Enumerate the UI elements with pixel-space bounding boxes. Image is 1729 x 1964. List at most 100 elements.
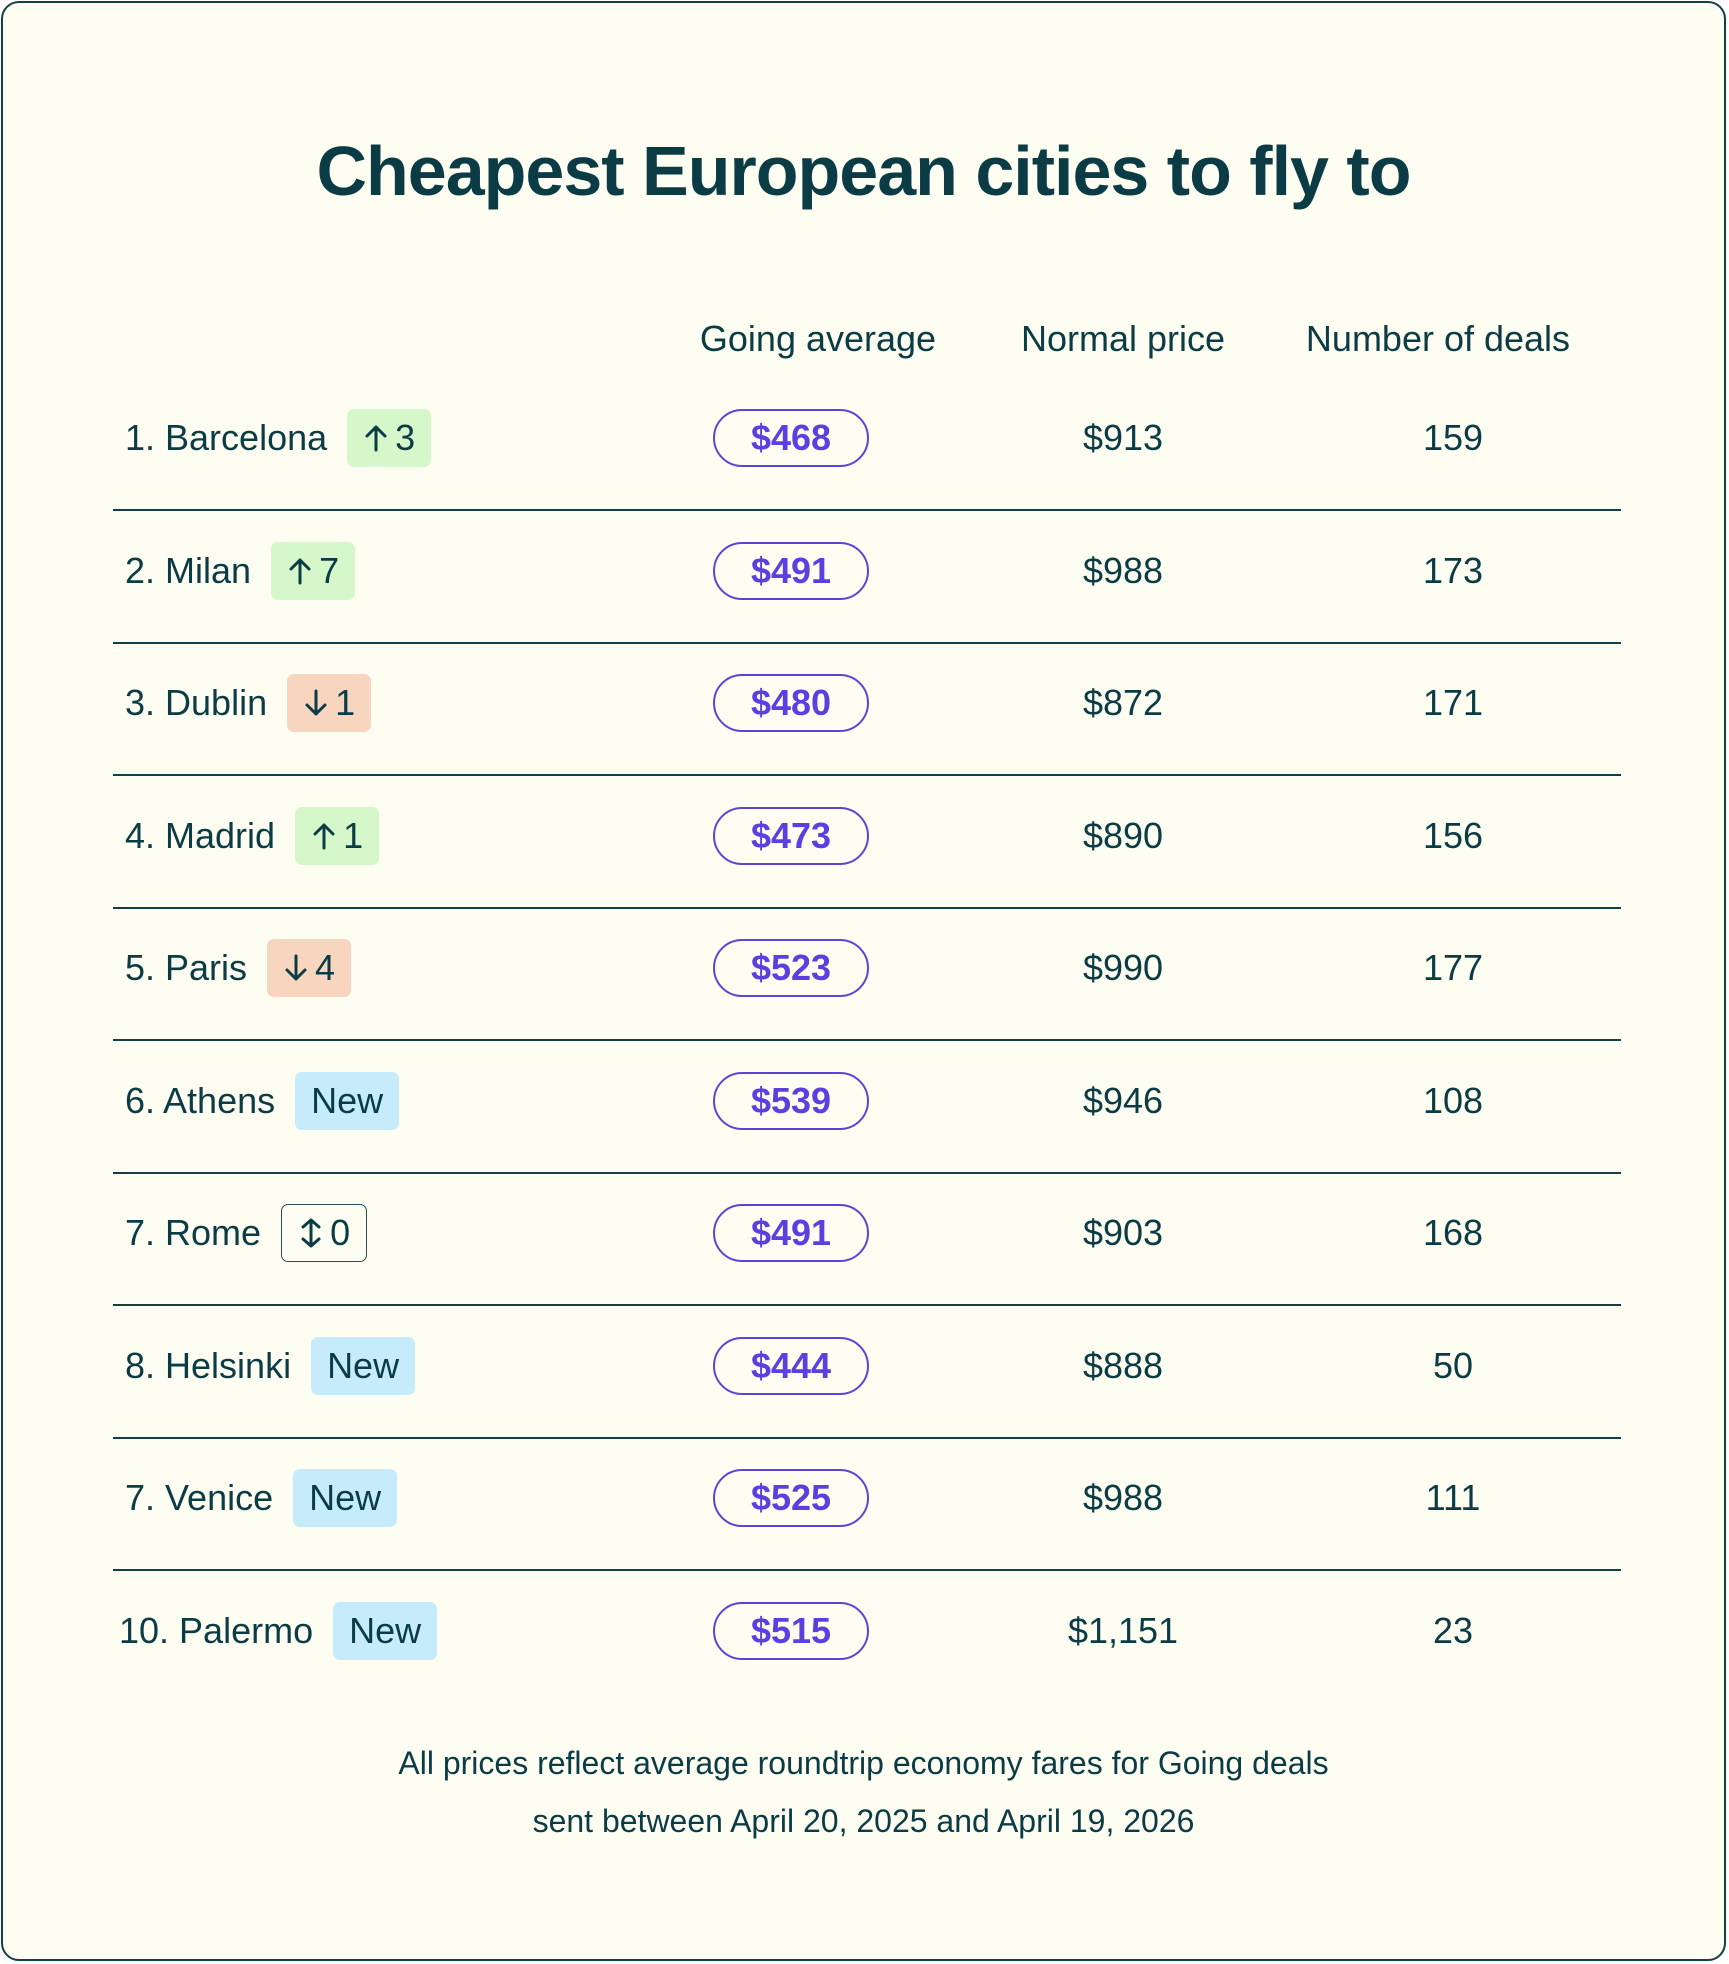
city-cell: 8. Helsinki New	[125, 1336, 416, 1395]
table-row: 2. Milan 7 $491 $988 173	[113, 512, 1621, 644]
number-of-deals: 159	[1422, 417, 1484, 458]
column-header-going-average: Going average	[699, 318, 937, 359]
number-of-deals: 171	[1422, 682, 1484, 723]
city-label: 3. Dublin	[125, 682, 268, 723]
city-cell: 5. Paris 4	[125, 939, 352, 997]
number-of-deals: 50	[1432, 1344, 1474, 1386]
number-of-deals: 156	[1422, 814, 1484, 856]
column-header-normal-price: Normal price	[1020, 318, 1226, 359]
row-divider	[113, 774, 1621, 776]
city-cell: 4. Madrid 1	[125, 806, 380, 865]
footnote-line-2: sent between April 20, 2025 and April 19…	[532, 1803, 1195, 1839]
row-divider	[113, 509, 1621, 511]
row-divider	[113, 1171, 1621, 1174]
normal-price: $890	[1082, 814, 1164, 856]
arrow-up-icon	[289, 558, 311, 584]
table-row: 3. Dublin 1 $480 $872 171	[113, 644, 1621, 776]
arrow-up-down-icon	[301, 1218, 321, 1248]
going-average-price: $539	[713, 1071, 869, 1130]
city-label: 10. Palermo	[119, 1609, 314, 1651]
city-cell: 7. Rome 0	[125, 1204, 368, 1262]
going-average-price: $480	[713, 674, 869, 732]
table-row: 7. Venice New $525 $988 111	[113, 1439, 1621, 1571]
normal-price: $946	[1082, 1079, 1164, 1121]
rank-change-value: 7	[319, 549, 340, 591]
rank-change-badge: New	[295, 1071, 400, 1130]
row-divider	[113, 1039, 1621, 1041]
row-divider	[113, 1436, 1621, 1439]
city-cell: 3. Dublin 1	[125, 674, 372, 732]
rank-change-badge: 1	[287, 674, 372, 732]
rank-change-value: 4	[315, 947, 336, 988]
table-row: 4. Madrid 1 $473 $890 156	[113, 777, 1621, 909]
normal-price: $988	[1082, 549, 1164, 591]
city-label: 7. Venice	[125, 1477, 274, 1518]
row-divider	[113, 641, 1621, 644]
rank-change-value: 3	[395, 417, 416, 458]
going-average-price: $525	[713, 1469, 869, 1527]
table-row: 1. Barcelona 3 $468 $913 159	[113, 379, 1621, 511]
rank-change-badge: 4	[267, 939, 352, 997]
arrow-up-icon	[365, 425, 387, 452]
number-of-deals: 177	[1422, 947, 1484, 988]
rank-change-badge: New	[333, 1601, 438, 1660]
row-divider	[113, 1569, 1621, 1571]
table-row: 10. Palermo New $515 $1,151 23	[113, 1572, 1621, 1704]
footnote-line-1: All prices reflect average roundtrip eco…	[398, 1745, 1329, 1781]
rank-change-badge: New	[293, 1469, 398, 1527]
rank-change-badge: 3	[347, 409, 432, 467]
rank-change-badge: 7	[271, 541, 356, 600]
table-row: 7. Rome 0 $491 $903 168	[113, 1174, 1621, 1306]
city-cell: 1. Barcelona 3	[125, 409, 432, 467]
normal-price: $988	[1082, 1477, 1164, 1518]
table-body: 1. Barcelona 3 $468 $913 159 2. Milan 7 $491 $98…	[3, 3, 1724, 1959]
rank-change-badge: 1	[295, 806, 380, 865]
city-label: 6. Athens	[125, 1079, 276, 1121]
city-label: 2. Milan	[125, 549, 252, 591]
row-divider	[113, 1304, 1621, 1306]
table-row: 5. Paris 4 $523 $990 177	[113, 909, 1621, 1041]
city-label: 4. Madrid	[125, 814, 276, 856]
rank-change-value: 1	[343, 814, 364, 856]
going-average-price: $523	[713, 939, 869, 997]
number-of-deals: 23	[1432, 1609, 1474, 1651]
rank-change-badge: 0	[281, 1204, 368, 1262]
chart-title: Cheapest European cities to fly to	[316, 132, 1412, 210]
arrow-up-icon	[313, 823, 335, 849]
column-header-number-of-deals: Number of deals	[1305, 318, 1571, 359]
table-row: 6. Athens New $539 $946 108	[113, 1042, 1621, 1174]
city-cell: 7. Venice New	[125, 1469, 398, 1527]
going-average-price: $491	[713, 1204, 869, 1262]
rank-change-value: 0	[330, 1212, 351, 1253]
arrow-down-icon	[305, 689, 327, 716]
city-label: 1. Barcelona	[125, 417, 328, 458]
going-average-price: $468	[713, 409, 869, 467]
rank-change-value: New	[311, 1079, 384, 1121]
number-of-deals: 111	[1425, 1477, 1481, 1518]
going-average-price: $491	[713, 541, 869, 600]
normal-price: $903	[1082, 1212, 1164, 1253]
going-average-price: $473	[713, 806, 869, 865]
normal-price: $1,151	[1067, 1609, 1179, 1651]
normal-price: $913	[1082, 417, 1164, 458]
number-of-deals: 108	[1422, 1079, 1484, 1121]
going-average-price: $444	[713, 1336, 869, 1395]
normal-price: $888	[1082, 1344, 1164, 1386]
arrow-down-icon	[285, 954, 307, 981]
city-cell: 6. Athens New	[125, 1071, 400, 1130]
city-label: 8. Helsinki	[125, 1344, 292, 1386]
rank-change-value: New	[349, 1609, 422, 1651]
table-row: 8. Helsinki New $444 $888 50	[113, 1307, 1621, 1439]
normal-price: $872	[1082, 682, 1164, 723]
number-of-deals: 173	[1422, 549, 1484, 591]
city-cell: 2. Milan 7	[125, 541, 356, 600]
normal-price: $990	[1082, 947, 1164, 988]
number-of-deals: 168	[1422, 1212, 1484, 1253]
rank-change-value: New	[327, 1344, 400, 1386]
rank-change-badge: New	[311, 1336, 416, 1395]
city-label: 5. Paris	[125, 947, 248, 988]
going-average-price: $515	[713, 1601, 869, 1660]
rank-change-value: New	[309, 1477, 382, 1518]
rank-change-value: 1	[335, 682, 356, 723]
